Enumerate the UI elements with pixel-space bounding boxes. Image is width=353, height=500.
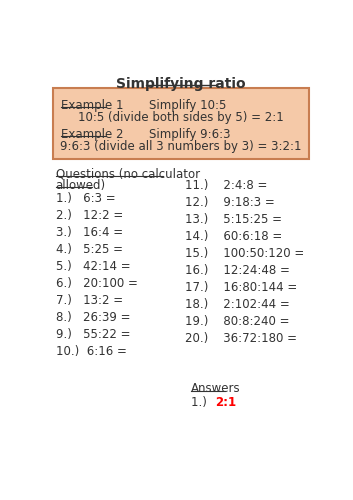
Text: 16.)    12:24:48 =: 16.) 12:24:48 = [185, 264, 290, 277]
Text: Answers: Answers [191, 382, 241, 395]
Text: Simplify 9:6:3: Simplify 9:6:3 [149, 128, 230, 141]
Text: 2.)   12:2 =: 2.) 12:2 = [56, 210, 123, 222]
Text: 20.)    36:72:180 =: 20.) 36:72:180 = [185, 332, 297, 345]
Text: 13.)    5:15:25 =: 13.) 5:15:25 = [185, 213, 282, 226]
Text: 10:5 (divide both sides by 5) = 2:1: 10:5 (divide both sides by 5) = 2:1 [78, 111, 283, 124]
Text: 11.)    2:4:8 =: 11.) 2:4:8 = [185, 180, 268, 192]
Text: 7.)   13:2 =: 7.) 13:2 = [56, 294, 123, 307]
Text: 14.)    60:6:18 =: 14.) 60:6:18 = [185, 230, 282, 243]
Text: 5.)   42:14 =: 5.) 42:14 = [56, 260, 130, 273]
FancyBboxPatch shape [53, 88, 309, 158]
Text: Questions (no calculator: Questions (no calculator [56, 168, 200, 181]
Text: Example 1: Example 1 [61, 98, 124, 112]
Text: 12.)    9:18:3 =: 12.) 9:18:3 = [185, 196, 275, 209]
Text: Simplify 10:5: Simplify 10:5 [149, 98, 226, 112]
Text: 6.)   20:100 =: 6.) 20:100 = [56, 277, 138, 290]
Text: 8.)   26:39 =: 8.) 26:39 = [56, 311, 130, 324]
Text: allowed): allowed) [56, 178, 106, 192]
Text: Example 2: Example 2 [61, 128, 124, 141]
Text: 1.)   6:3 =: 1.) 6:3 = [56, 192, 115, 205]
Text: 2:1: 2:1 [215, 396, 236, 408]
Text: 19.)    80:8:240 =: 19.) 80:8:240 = [185, 315, 290, 328]
Text: 4.)   5:25 =: 4.) 5:25 = [56, 244, 123, 256]
Text: 3.)   16:4 =: 3.) 16:4 = [56, 226, 123, 239]
Text: 15.)    100:50:120 =: 15.) 100:50:120 = [185, 247, 304, 260]
Text: Simplifying ratio: Simplifying ratio [116, 77, 245, 91]
Text: 9.)   55:22 =: 9.) 55:22 = [56, 328, 130, 341]
Text: 9:6:3 (divide all 3 numbers by 3) = 3:2:1: 9:6:3 (divide all 3 numbers by 3) = 3:2:… [60, 140, 301, 153]
Text: 1.): 1.) [191, 396, 215, 408]
Text: 18.)    2:102:44 =: 18.) 2:102:44 = [185, 298, 290, 311]
Text: 17.)    16:80:144 =: 17.) 16:80:144 = [185, 281, 298, 294]
Text: 10.)  6:16 =: 10.) 6:16 = [56, 345, 127, 358]
